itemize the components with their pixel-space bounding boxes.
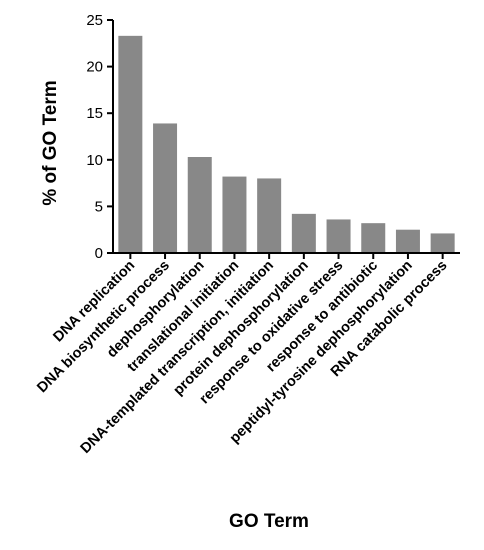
y-tick-label: 20 — [86, 59, 103, 76]
y-axis-title: % of GO Term — [40, 80, 61, 205]
x-axis-ticks — [129, 253, 444, 259]
y-tick-label: 15 — [86, 105, 103, 122]
bar — [395, 229, 420, 253]
bars-group — [118, 35, 455, 254]
bar — [361, 223, 386, 253]
y-tick-label: 25 — [86, 12, 103, 29]
bar — [187, 157, 212, 253]
x-axis-title: GO Term — [229, 511, 309, 532]
bar — [257, 178, 282, 253]
y-tick-label: 0 — [95, 245, 103, 262]
bar — [118, 35, 143, 254]
y-tick-label: 5 — [95, 198, 103, 215]
bar — [222, 176, 247, 253]
y-axis-ticks: 0 5 10 15 20 25 — [86, 12, 113, 262]
bar — [291, 213, 316, 253]
bar — [153, 123, 178, 254]
bar — [326, 219, 351, 253]
bar — [430, 233, 455, 253]
y-tick-label: 10 — [86, 152, 103, 169]
